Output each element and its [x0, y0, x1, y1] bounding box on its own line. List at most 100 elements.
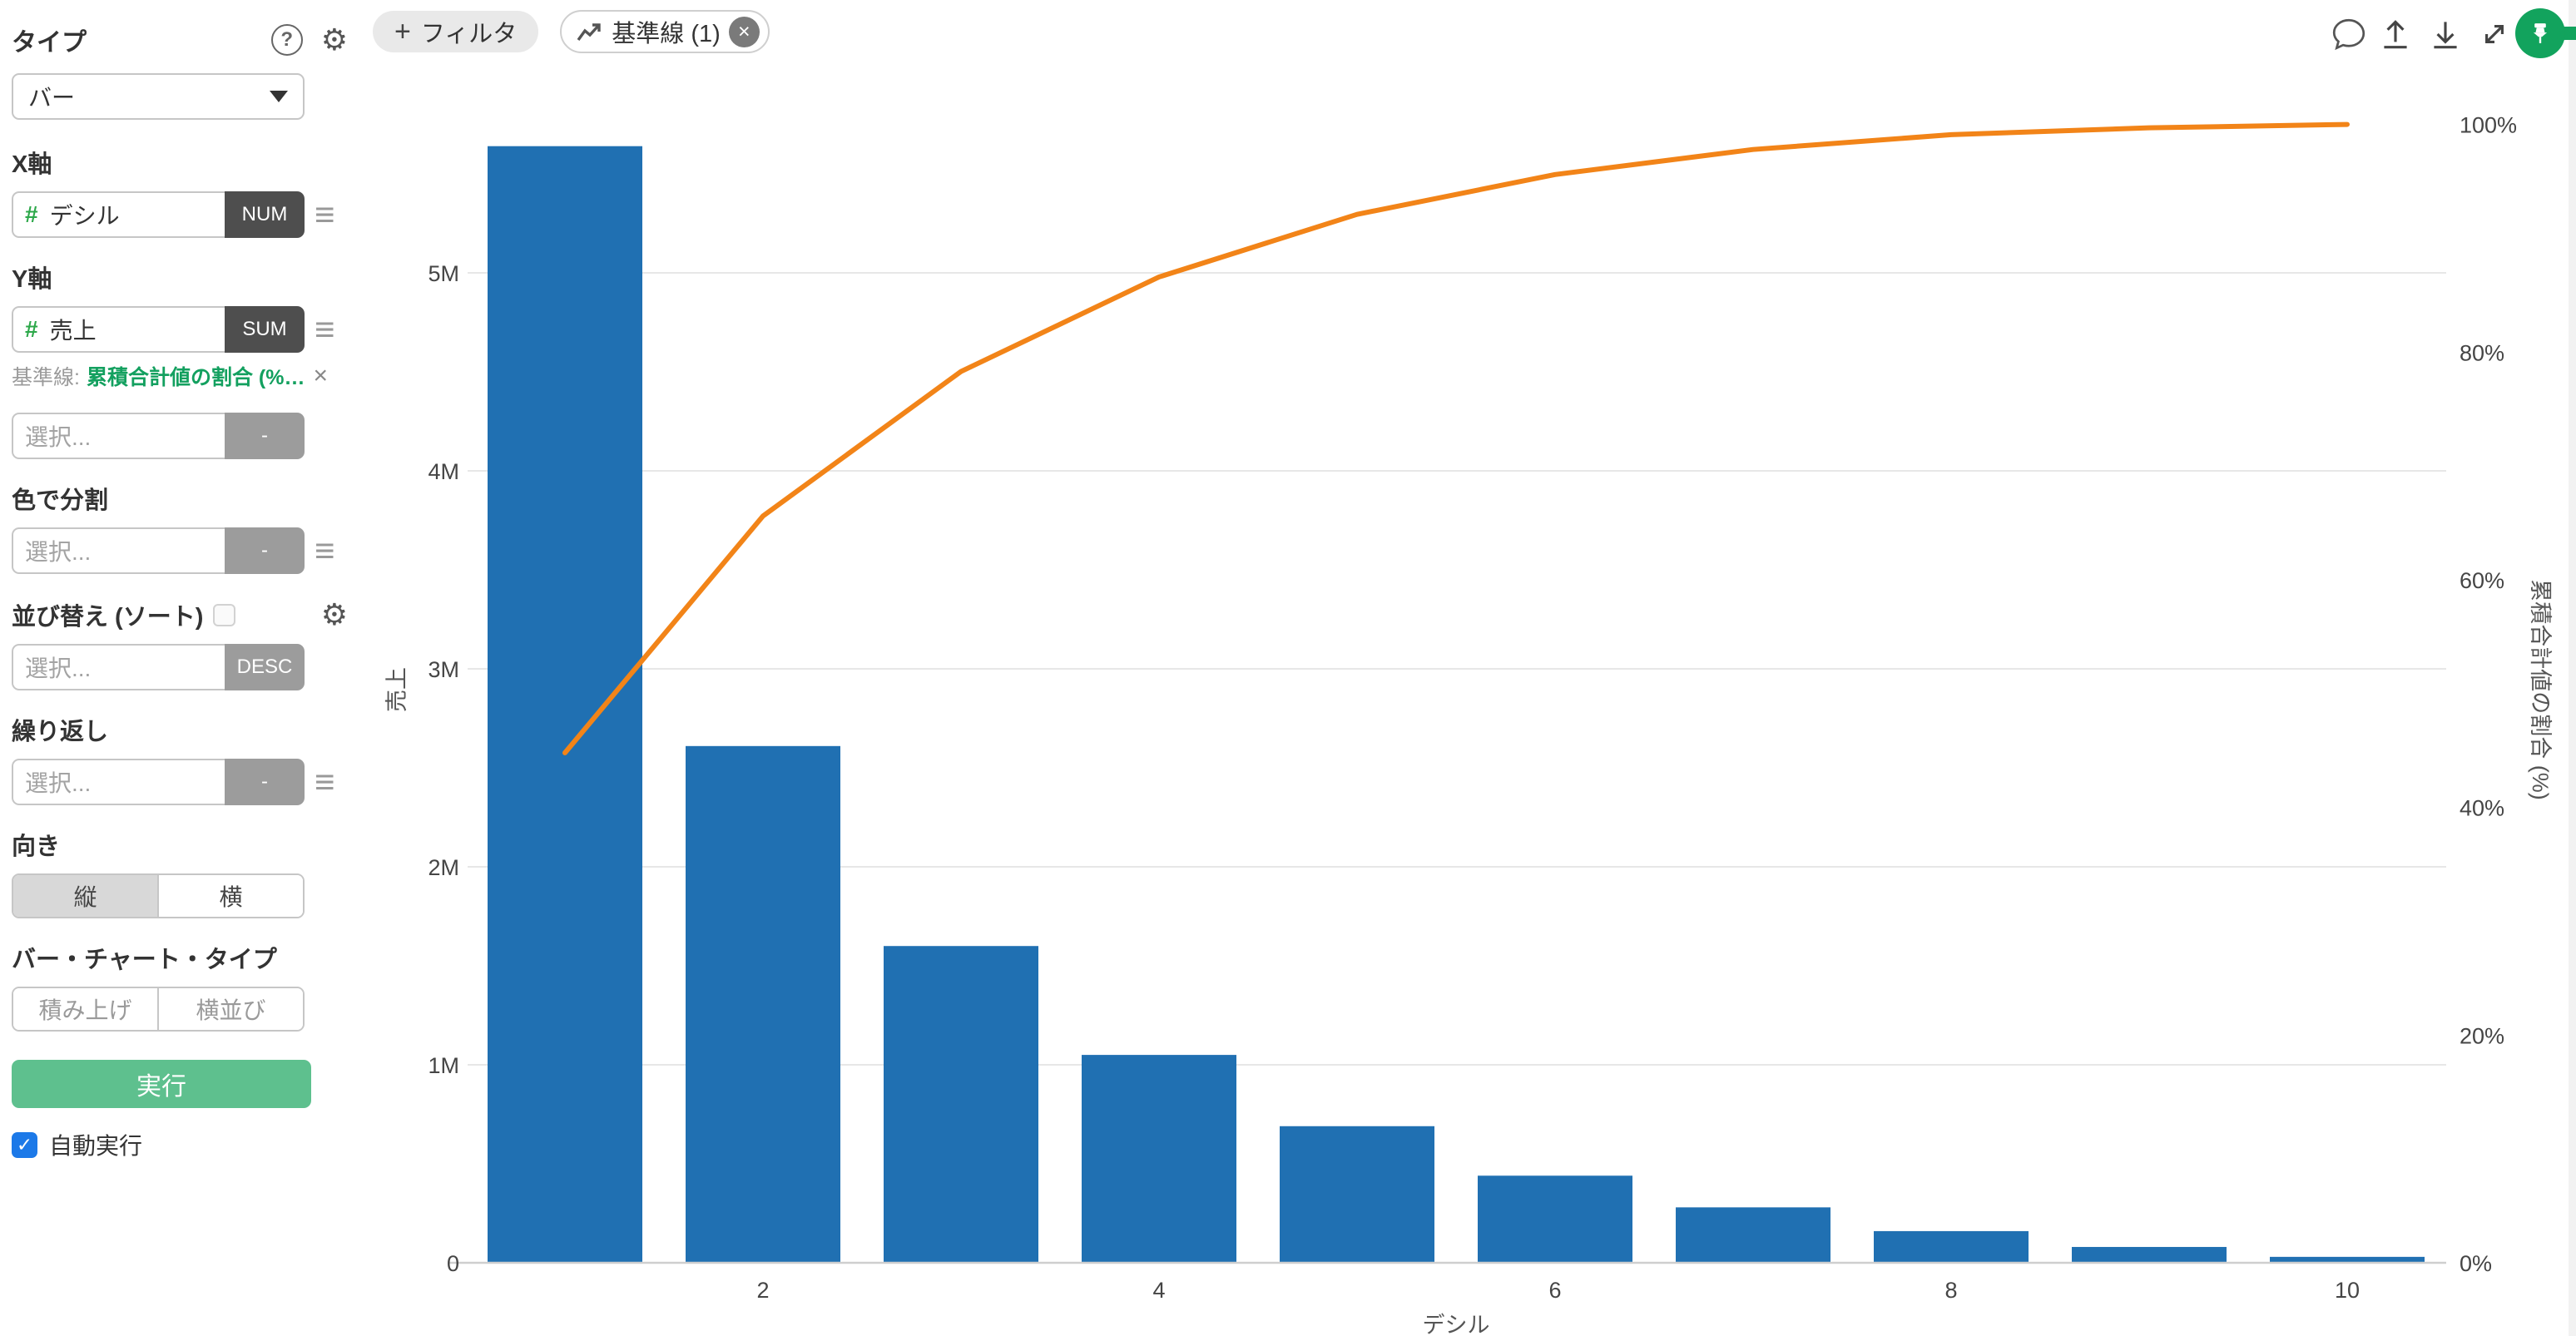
menu-icon[interactable]: ≡ [315, 762, 335, 801]
repeat-field[interactable]: 選択... - [12, 759, 305, 805]
numeric-hash-icon: # [25, 201, 38, 227]
bar-decile-6[interactable] [1478, 1175, 1632, 1263]
baseline-link[interactable]: 累積合計値の割合 (%) (... [86, 366, 307, 389]
baseline-prefix-label: 基準線: [12, 366, 80, 389]
type-section-label: タイプ [12, 29, 87, 57]
y-left-tick-label: 2M [428, 855, 459, 880]
y-right-tick-label: 80% [2460, 340, 2504, 365]
stacked-button[interactable]: 積み上げ [13, 988, 157, 1030]
add-filter-button[interactable]: + フィルタ [373, 11, 539, 52]
x-axis-title: デシル [1423, 1313, 1490, 1336]
pin-button[interactable] [2515, 8, 2565, 58]
repeat-placeholder: 選択... [25, 770, 92, 796]
x-axis-column: デシル [49, 203, 120, 229]
x-tick-label: 6 [1548, 1278, 1561, 1303]
y-left-tick-label: 3M [428, 657, 459, 682]
chart-type-value: バー [28, 85, 76, 111]
upload-icon[interactable] [2376, 15, 2415, 53]
bar-chart-type-toggle: 積み上げ 横並び [12, 987, 305, 1032]
y-right-axis-title: 累積合計値の割合 (%) [2528, 579, 2553, 800]
orientation-horizontal-button[interactable]: 横 [157, 875, 303, 917]
bar-decile-1[interactable] [488, 146, 642, 1264]
menu-icon[interactable]: ≡ [315, 195, 335, 234]
y-axis-column: 売上 [49, 318, 97, 344]
orientation-vertical-button[interactable]: 縦 [13, 875, 157, 917]
color-split-label: 色で分割 [12, 487, 109, 514]
filter-button-label: フィルタ [420, 21, 518, 47]
auto-run-label: 自動実行 [49, 1133, 143, 1159]
pareto-chart: 0 1M 2M 3M 4M 5M 0% 20% 40% 60% 80% 100% 2 4 6 8 10 売上 累積合… [384, 113, 2553, 1336]
x-tick-label: 2 [756, 1278, 769, 1303]
y-left-tick-label: 1M [428, 1053, 459, 1078]
bar-decile-5[interactable] [1280, 1126, 1434, 1263]
y-left-axis-title: 売上 [384, 667, 409, 712]
help-icon[interactable]: ? [270, 24, 303, 56]
sort-label: 並び替え (ソート) [12, 604, 204, 631]
bar-chart-type-label: バー・チャート・タイプ [12, 947, 277, 973]
baseline-chip-close-icon[interactable]: × [728, 16, 760, 47]
sort-checkbox[interactable] [213, 603, 236, 626]
y-axis-label: Y軸 [12, 266, 52, 293]
y-axis-field[interactable]: # 売上 SUM [12, 306, 305, 353]
chart-settings-sidebar: タイプ ? ⚙ バー X軸 # デシル NUM ≡ Y軸 # 売上 SUM [0, 0, 359, 1336]
y-left-tick-label: 0 [447, 1251, 459, 1276]
plus-icon: + [394, 15, 411, 47]
baseline-remove-icon[interactable]: × [313, 362, 328, 389]
y-right-tick-label: 40% [2460, 796, 2504, 821]
side-by-side-button[interactable]: 横並び [157, 988, 303, 1030]
x-tick-label: 10 [2335, 1278, 2360, 1303]
bar-decile-9[interactable] [2072, 1246, 2227, 1263]
y-right-tick-label: 60% [2460, 568, 2504, 593]
y-left-tick-label: 4M [428, 459, 459, 484]
bar-decile-7[interactable] [1676, 1207, 1830, 1263]
cumulative-percent-line[interactable] [562, 121, 2350, 755]
bar-decile-10[interactable] [2270, 1256, 2425, 1263]
repeat-badge[interactable]: - [225, 759, 305, 805]
sort-placeholder: 選択... [25, 656, 92, 681]
x-axis-label: X軸 [12, 151, 52, 178]
y-right-tick-label: 0% [2460, 1251, 2492, 1276]
auto-run-checkbox[interactable]: ✓ [12, 1131, 37, 1158]
color-split-placeholder: 選択... [25, 539, 92, 565]
orientation-label: 向き [12, 834, 61, 860]
numeric-hash-icon: # [25, 316, 38, 342]
run-button[interactable]: 実行 [12, 1060, 311, 1108]
y-axis-extra-badge[interactable]: - [225, 413, 305, 459]
y-right-tick-label: 20% [2460, 1023, 2504, 1048]
sort-gear-icon[interactable]: ⚙ [320, 597, 348, 631]
pushpin-icon [2533, 23, 2548, 43]
y-right-tick-label: 100% [2460, 113, 2517, 138]
x-tick-label: 8 [1944, 1278, 1957, 1303]
color-split-field[interactable]: 選択... - [12, 527, 305, 574]
repeat-label: 繰り返し [12, 719, 109, 745]
chart-type-select[interactable]: バー [12, 73, 305, 120]
comment-icon[interactable] [2330, 15, 2368, 53]
bar-decile-3[interactable] [884, 946, 1038, 1263]
y-axis-aggregate-badge[interactable]: SUM [225, 306, 305, 353]
x-axis-field[interactable]: # デシル NUM [12, 191, 305, 238]
baseline-chip-label: 基準線 (1) [612, 21, 721, 47]
sort-order-badge[interactable]: DESC [225, 644, 305, 690]
bar-decile-2[interactable] [686, 745, 840, 1263]
expand-icon[interactable] [2475, 15, 2514, 53]
y-left-tick-label: 5M [428, 261, 459, 286]
chart-toolbar: + フィルタ 基準線 (1) × [373, 10, 770, 53]
download-icon[interactable] [2426, 15, 2465, 53]
x-axis-aggregate-badge[interactable]: NUM [225, 191, 305, 238]
bar-decile-8[interactable] [1874, 1230, 2029, 1263]
y-axis-extra-placeholder: 選択... [25, 424, 92, 450]
bar-decile-4[interactable] [1082, 1055, 1236, 1263]
menu-icon[interactable]: ≡ [315, 309, 335, 349]
menu-icon[interactable]: ≡ [315, 531, 335, 570]
settings-gear-icon[interactable]: ⚙ [320, 22, 348, 57]
collapsed-panel-edge [2569, 0, 2576, 1336]
baseline-chip[interactable]: 基準線 (1) × [560, 10, 770, 53]
sort-field[interactable]: 選択... DESC [12, 644, 305, 690]
trend-line-icon [577, 23, 601, 41]
x-tick-label: 4 [1152, 1278, 1165, 1303]
orientation-toggle: 縦 横 [12, 873, 305, 918]
y-axis-extra-field[interactable]: 選択... - [12, 413, 305, 459]
color-split-badge[interactable]: - [225, 527, 305, 574]
chevron-down-icon [270, 91, 288, 102]
